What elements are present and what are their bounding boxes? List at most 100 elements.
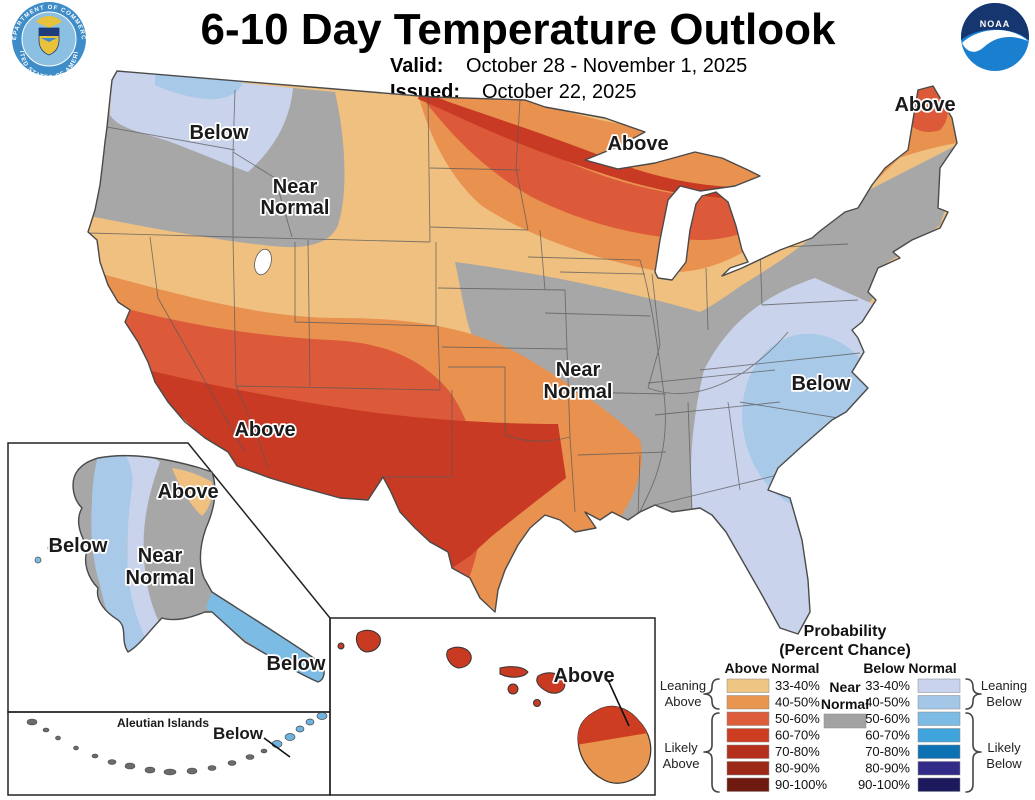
legend-range-label: 90-100% (775, 777, 827, 792)
alaska-island (47, 543, 57, 553)
svg-text:Near: Near (556, 359, 601, 381)
legend-swatch-below (917, 728, 961, 743)
label-pnw-below: Below (190, 122, 249, 144)
label-alaska-near-normal: Near Normal (124, 543, 196, 591)
svg-text:Above: Above (665, 694, 702, 709)
legend-range-label: 90-100% (858, 777, 910, 792)
hawaii-pointer-line (607, 679, 630, 727)
legend-swatch-near-normal (823, 713, 867, 729)
label-alaska-above: Above (157, 481, 218, 503)
legend-range-label: 80-90% (865, 761, 910, 776)
legend-swatch-above (726, 777, 770, 792)
usa-outline (87, 70, 958, 635)
hawaii-islands (337, 629, 566, 707)
legend-leaning-below-label: Leaning Below (981, 678, 1027, 709)
label-panhandle-below: Below (267, 653, 326, 675)
hawaii-inset: Above (329, 617, 656, 796)
svg-text:Normal: Normal (126, 567, 195, 589)
svg-text:Likely: Likely (664, 740, 698, 755)
svg-text:Below: Below (986, 756, 1022, 771)
aleutian-islands-chain (26, 718, 268, 776)
svg-text:Leaning: Leaning (660, 678, 706, 693)
label-aleutian-islands: Aleutian Islands (117, 716, 209, 730)
aleutian-islands-below (271, 712, 328, 748)
svg-text:Near: Near (829, 679, 861, 695)
legend-below-column: 33-40% 40-50% 50-60% 60-70% 70-80% 80-90… (858, 678, 961, 792)
legend-range-label: 50-60% (865, 711, 910, 726)
label-southwest-above: Above (234, 419, 295, 441)
legend-above-header: Above Normal (725, 660, 820, 676)
great-salt-lake (254, 248, 272, 276)
brace-likely-below (965, 712, 982, 793)
valid-label: Valid: (390, 55, 443, 77)
noaa-wordmark: NOAA (980, 19, 1011, 29)
doc-shield-ship (41, 38, 57, 42)
legend-range-label: 80-90% (775, 761, 820, 776)
svg-text:Leaning: Leaning (981, 678, 1027, 693)
svg-text:Above: Above (663, 756, 700, 771)
label-southeast-below: Below (792, 373, 851, 395)
svg-text:Near: Near (138, 545, 183, 567)
legend-likely-above-label: Likely Above (663, 740, 700, 771)
legend-likely-below-label: Likely Below (986, 740, 1022, 771)
aleutian-inset: Aleutian Islands Below (7, 711, 331, 796)
svg-text:Normal: Normal (261, 197, 330, 219)
legend-range-label: 60-70% (865, 728, 910, 743)
legend-above-column: 33-40% 40-50% 50-60% 60-70% 70-80% 80-90… (726, 678, 827, 792)
svg-text:Near: Near (273, 176, 318, 198)
legend-leaning-above-label: Leaning Above (660, 678, 706, 709)
alaska-outline (72, 454, 325, 683)
legend-swatch-below (917, 678, 961, 693)
noaa-dark-top (961, 3, 1029, 40)
legend-swatch-above (726, 711, 770, 726)
doc-eagle-icon (36, 16, 62, 28)
legend-range-label: 40-50% (865, 695, 910, 710)
legend-range-label: 50-60% (775, 711, 820, 726)
noaa-bird-icon (962, 29, 1028, 52)
label-north-above: Above (607, 133, 668, 155)
legend-title: Probability (804, 623, 887, 640)
label-maine-above: Above (894, 94, 955, 116)
svg-text:Normal: Normal (821, 696, 869, 712)
doc-shield-chief (39, 28, 59, 36)
state-borders (88, 89, 861, 521)
legend-below-header: Below Normal (863, 660, 956, 676)
valid-value: October 28 - November 1, 2025 (466, 55, 747, 77)
legend-swatch-below (917, 744, 961, 759)
legend-range-label: 33-40% (865, 678, 910, 693)
legend-swatch-above (726, 695, 770, 710)
legend-swatch-above (726, 761, 770, 776)
alaska-panhandle-below (206, 592, 325, 682)
legend-range-label: 40-50% (775, 695, 820, 710)
label-alaska-below: Below (49, 535, 108, 557)
region-below-33-40-pnw (110, 71, 293, 172)
legend-range-label: 60-70% (775, 728, 820, 743)
legend-subtitle: (Percent Chance) (779, 642, 911, 659)
page-title: 6-10 Day Temperature Outlook (201, 5, 836, 54)
alaska-island (34, 556, 42, 564)
svg-text:Likely: Likely (987, 740, 1021, 755)
legend-range-label: 70-80% (775, 744, 820, 759)
label-west-near-normal: Near Normal (259, 174, 331, 221)
label-central-near-normal: Near Normal (542, 357, 614, 405)
label-hawaii-above: Above (553, 665, 614, 687)
legend-swatch-above (726, 744, 770, 759)
legend-swatch-below (917, 761, 961, 776)
legend-swatch-below (917, 711, 961, 726)
legend-swatch-below (917, 695, 961, 710)
hawaii-inset-frame (329, 617, 656, 796)
brace-leaning-above (703, 678, 720, 710)
legend-near-normal: Near Normal (821, 679, 869, 729)
label-aleutian-below: Below (213, 724, 264, 743)
issued-value: October 22, 2025 (482, 81, 637, 103)
brace-likely-above (703, 712, 720, 793)
alaska-below-33-40-band (126, 455, 164, 648)
svg-text:Normal: Normal (544, 381, 613, 403)
svg-text:Below: Below (986, 694, 1022, 709)
alaska-above-patch (172, 468, 213, 516)
header: 6-10 Day Temperature Outlook Valid: Octo… (201, 5, 836, 103)
legend-swatch-above (726, 678, 770, 693)
brace-leaning-below (965, 678, 982, 710)
